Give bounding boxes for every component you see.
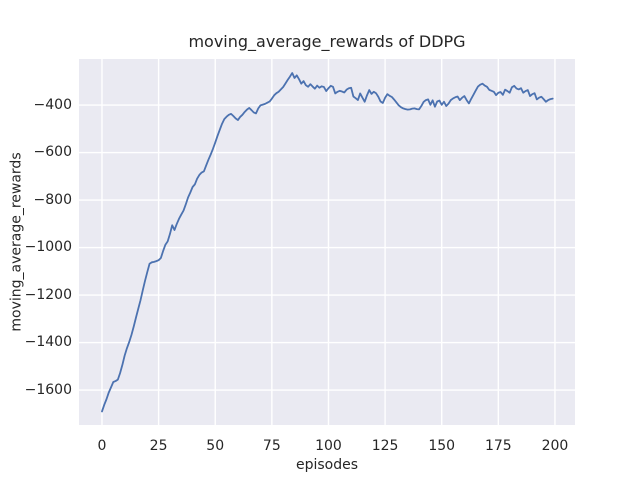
y-tick-label: −800 [33,191,72,208]
y-tick-label: −1200 [24,286,72,303]
x-tick-label: 100 [315,438,342,454]
x-tick-label: 25 [149,438,168,454]
x-axis-label: episodes [295,457,359,473]
x-tick-label: 175 [484,438,512,454]
x-tick-label: 50 [206,438,225,454]
x-tick-label: 150 [428,438,456,454]
y-tick-label: −1000 [24,239,72,256]
x-tick-label: 125 [371,438,399,454]
plot-area [79,59,575,425]
y-tick-label: −400 [33,96,72,113]
x-tick-label: 75 [262,438,281,454]
y-tick-label: −600 [33,144,72,161]
chart-svg [79,59,575,425]
reward-line [101,72,554,413]
x-tick-label: 0 [97,438,107,454]
x-tick-label: 200 [541,438,569,454]
chart-title: moving_average_rewards of DDPG [188,32,466,51]
y-tick-label: −1400 [24,334,72,351]
y-tick-label: −1600 [24,381,72,398]
